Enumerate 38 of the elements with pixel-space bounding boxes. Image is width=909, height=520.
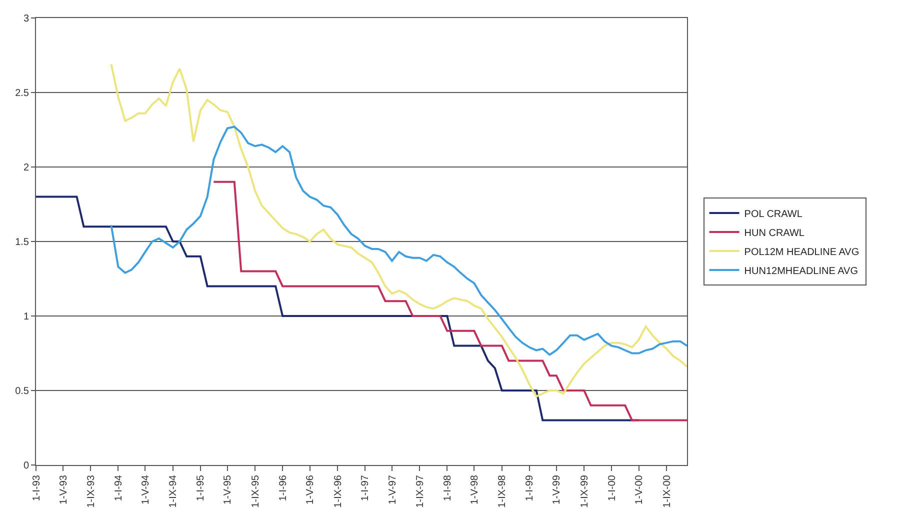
x-tick-label: 1-I-98	[442, 474, 454, 502]
line-series	[212, 180, 687, 422]
x-tick-label: 1-V-96	[305, 474, 316, 504]
y-tick-label: 2	[23, 162, 30, 174]
legend-label: HUN12MHEADLINE AVG	[744, 266, 858, 277]
x-tick-label: 1-V-93	[58, 474, 70, 504]
x-tick-label: 1-IX-99	[579, 474, 590, 508]
x-tick-label: 1-IX-93	[86, 474, 97, 508]
x-tick-label: 1-I-97	[360, 474, 372, 502]
y-tick-label: 0	[23, 460, 30, 472]
x-tick-label: 1-V-00	[634, 474, 646, 504]
x-tick-label: 1-V-98	[469, 474, 480, 504]
x-tick-label: 1-V-95	[222, 474, 234, 504]
x-tick-label: 1-V-97	[387, 474, 398, 504]
x-tick-label: 1-IX-98	[497, 474, 508, 508]
y-tick-label: 1.5	[15, 237, 30, 248]
x-tick-label: 1-I-93	[31, 474, 42, 502]
x-tick-label: 1-IX-97	[414, 474, 426, 508]
x-tick-label: 1-I-94	[113, 474, 124, 502]
x-tick-label: 1-I-00	[606, 474, 618, 502]
y-tick-label: 0.5	[15, 386, 30, 397]
x-tick-label: 1-I-95	[196, 474, 207, 502]
x-tick-label: 1-V-99	[552, 474, 563, 504]
legend-label: POL CRAWL	[744, 208, 803, 220]
x-tick-label: 1-V-94	[140, 474, 152, 504]
line-series	[110, 126, 687, 356]
line-series	[110, 63, 687, 398]
y-tick-label: 1	[23, 312, 30, 322]
x-tick-label: 1-I-99	[524, 474, 536, 502]
y-tick-label: 3	[23, 14, 30, 24]
x-tick-label: 1-IX-95	[250, 474, 262, 508]
x-tick-label: 1-IX-94	[168, 474, 180, 508]
x-tick-label: 1-I-96	[278, 474, 289, 502]
x-tick-label: 1-IX-96	[332, 474, 344, 508]
legend-label: POL12M HEADLINE AVG	[744, 246, 860, 258]
x-tick-label: 1-IX-00	[662, 474, 673, 508]
legend-label: HUN CRAWL	[744, 228, 805, 239]
y-tick-label: 2.5	[15, 88, 30, 99]
